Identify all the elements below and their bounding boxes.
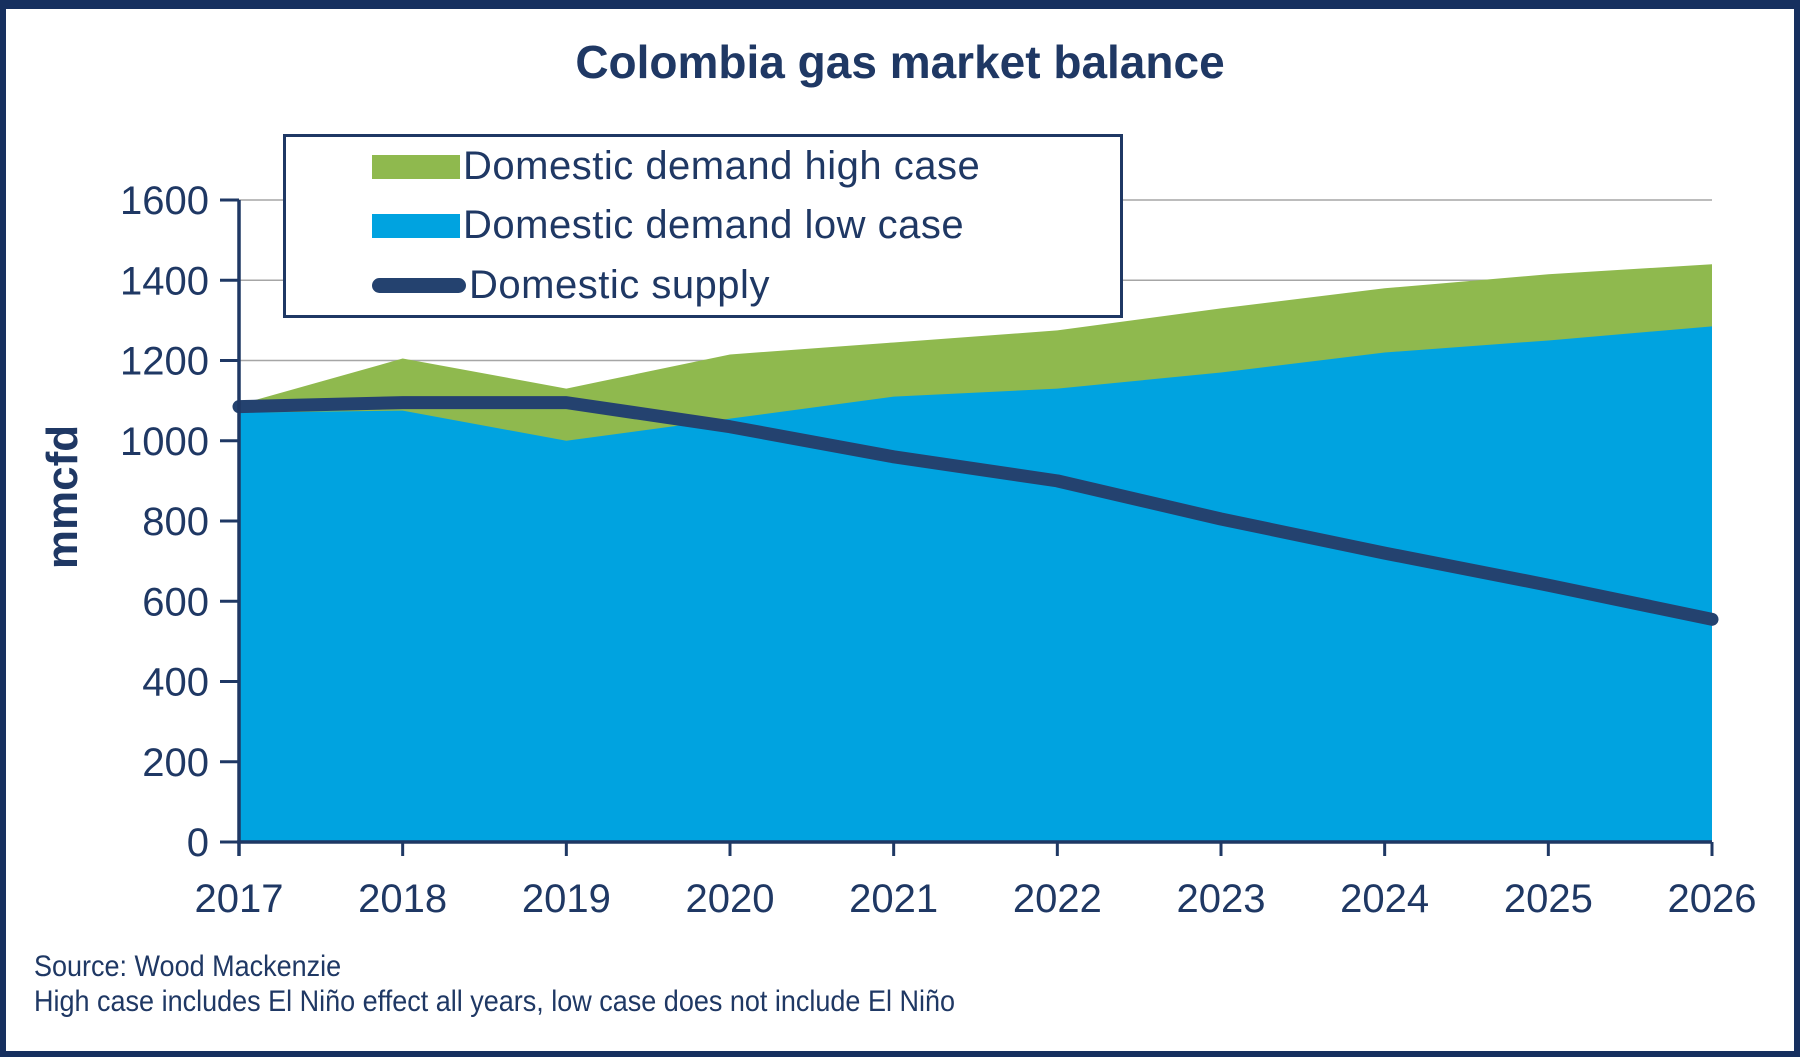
y-tick-label-1400: 1400 <box>120 259 209 303</box>
x-tick-label-2023: 2023 <box>1177 877 1266 921</box>
low-case-swatch-icon <box>372 213 460 238</box>
x-tick-label-2022: 2022 <box>1013 877 1102 921</box>
x-tick-label-2024: 2024 <box>1340 877 1429 921</box>
y-tick-label-600: 600 <box>142 580 209 624</box>
y-tick-label-200: 200 <box>142 741 209 785</box>
chart-title: Colombia gas market balance <box>575 36 1225 88</box>
y-tick-label-1600: 1600 <box>120 179 209 223</box>
x-tick-label-2020: 2020 <box>686 877 775 921</box>
source-note: Source: Wood Mackenzie High case include… <box>34 949 955 1019</box>
legend-item-high-case: Domestic demand high case <box>372 137 1120 196</box>
x-tick-label-2019: 2019 <box>522 877 611 921</box>
y-tick-label-800: 800 <box>142 500 209 544</box>
x-tick-label-2018: 2018 <box>358 877 447 921</box>
y-tick-label-0: 0 <box>187 821 209 865</box>
x-tick-label-2026: 2026 <box>1668 877 1757 921</box>
area-domestic-demand-low-case <box>239 326 1712 842</box>
x-tick-label-2021: 2021 <box>849 877 938 921</box>
legend-label-supply: Domestic supply <box>469 262 770 307</box>
legend-item-low-case: Domestic demand low case <box>372 196 1120 255</box>
y-tick-label-1200: 1200 <box>120 340 209 384</box>
legend-label-high-case: Domestic demand high case <box>463 144 981 189</box>
legend-label-low-case: Domestic demand low case <box>463 203 965 248</box>
x-tick-label-2025: 2025 <box>1504 877 1593 921</box>
x-tick-label-2017: 2017 <box>195 877 284 921</box>
legend-item-supply: Domestic supply <box>372 256 1120 315</box>
legend: Domestic demand high case Domestic deman… <box>283 134 1123 318</box>
plot-area: 0 200 400 600 800 1000 1200 1400 1600 2017 2018 201… <box>120 179 1757 921</box>
line-domestic-supply <box>232 396 1719 626</box>
supply-line-swatch-icon <box>372 277 466 293</box>
high-case-swatch-icon <box>372 154 460 179</box>
y-tick-label-1000: 1000 <box>120 420 209 464</box>
y-tick-label-400: 400 <box>142 661 209 705</box>
source-line-2: High case includes El Niño effect all ye… <box>34 985 955 1018</box>
source-line-1: Source: Wood Mackenzie <box>34 950 342 983</box>
